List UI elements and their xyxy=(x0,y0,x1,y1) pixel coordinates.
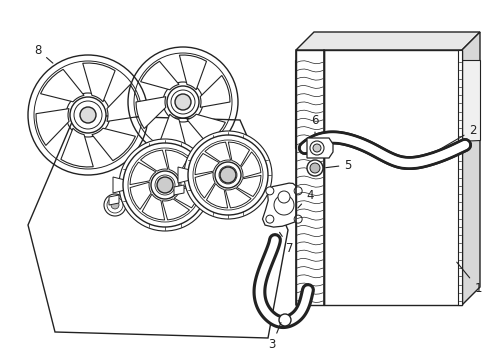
Polygon shape xyxy=(174,185,200,208)
Polygon shape xyxy=(83,63,115,102)
Circle shape xyxy=(80,107,96,123)
Polygon shape xyxy=(195,172,215,198)
Circle shape xyxy=(278,191,290,203)
Text: 2: 2 xyxy=(432,123,477,154)
Circle shape xyxy=(220,167,236,183)
Polygon shape xyxy=(200,76,230,107)
Circle shape xyxy=(294,187,302,195)
Polygon shape xyxy=(324,50,462,305)
Polygon shape xyxy=(296,50,324,305)
Polygon shape xyxy=(228,142,249,166)
Polygon shape xyxy=(187,114,225,143)
Polygon shape xyxy=(295,60,480,148)
Polygon shape xyxy=(130,162,156,185)
Circle shape xyxy=(157,177,173,193)
Polygon shape xyxy=(263,183,311,227)
Circle shape xyxy=(123,143,207,227)
Polygon shape xyxy=(160,114,187,149)
Polygon shape xyxy=(296,32,480,50)
Circle shape xyxy=(74,101,102,129)
Circle shape xyxy=(175,94,191,110)
Polygon shape xyxy=(179,161,200,188)
Polygon shape xyxy=(28,115,288,338)
Circle shape xyxy=(215,162,241,188)
Polygon shape xyxy=(174,185,184,195)
Polygon shape xyxy=(237,175,261,197)
Polygon shape xyxy=(462,32,480,305)
Polygon shape xyxy=(136,97,166,129)
Polygon shape xyxy=(107,85,140,121)
Polygon shape xyxy=(205,142,231,162)
Polygon shape xyxy=(61,128,93,167)
Polygon shape xyxy=(206,184,228,208)
Polygon shape xyxy=(109,195,119,205)
Polygon shape xyxy=(178,167,190,183)
Polygon shape xyxy=(142,194,165,220)
Circle shape xyxy=(279,314,291,326)
Polygon shape xyxy=(307,138,333,158)
Circle shape xyxy=(111,201,119,209)
Polygon shape xyxy=(141,150,168,171)
Text: 6: 6 xyxy=(311,113,319,135)
Polygon shape xyxy=(130,182,151,210)
Circle shape xyxy=(294,215,302,223)
Circle shape xyxy=(307,160,323,176)
Circle shape xyxy=(151,171,179,199)
Circle shape xyxy=(274,195,294,215)
Circle shape xyxy=(266,215,274,223)
Circle shape xyxy=(70,97,106,133)
Circle shape xyxy=(171,90,195,114)
Polygon shape xyxy=(166,150,188,176)
Polygon shape xyxy=(241,152,261,177)
Circle shape xyxy=(104,194,126,216)
Text: 1: 1 xyxy=(457,262,482,294)
Circle shape xyxy=(188,135,268,215)
Circle shape xyxy=(196,174,204,182)
Polygon shape xyxy=(36,109,69,145)
Text: 4: 4 xyxy=(298,189,314,208)
Circle shape xyxy=(310,163,320,173)
Polygon shape xyxy=(141,61,179,90)
Text: 8: 8 xyxy=(34,44,53,63)
Circle shape xyxy=(266,187,274,195)
Circle shape xyxy=(313,144,321,152)
Polygon shape xyxy=(458,50,462,305)
Polygon shape xyxy=(195,153,220,175)
Circle shape xyxy=(167,86,199,118)
Circle shape xyxy=(310,141,324,155)
Polygon shape xyxy=(179,55,206,90)
Polygon shape xyxy=(225,188,251,208)
Circle shape xyxy=(190,168,210,188)
Text: 5: 5 xyxy=(326,158,352,171)
Text: 3: 3 xyxy=(269,323,281,351)
Polygon shape xyxy=(113,177,125,193)
Circle shape xyxy=(184,131,272,219)
Polygon shape xyxy=(92,128,135,161)
Polygon shape xyxy=(41,69,84,102)
Text: 7: 7 xyxy=(279,232,294,255)
Polygon shape xyxy=(162,199,190,220)
Circle shape xyxy=(119,139,211,231)
